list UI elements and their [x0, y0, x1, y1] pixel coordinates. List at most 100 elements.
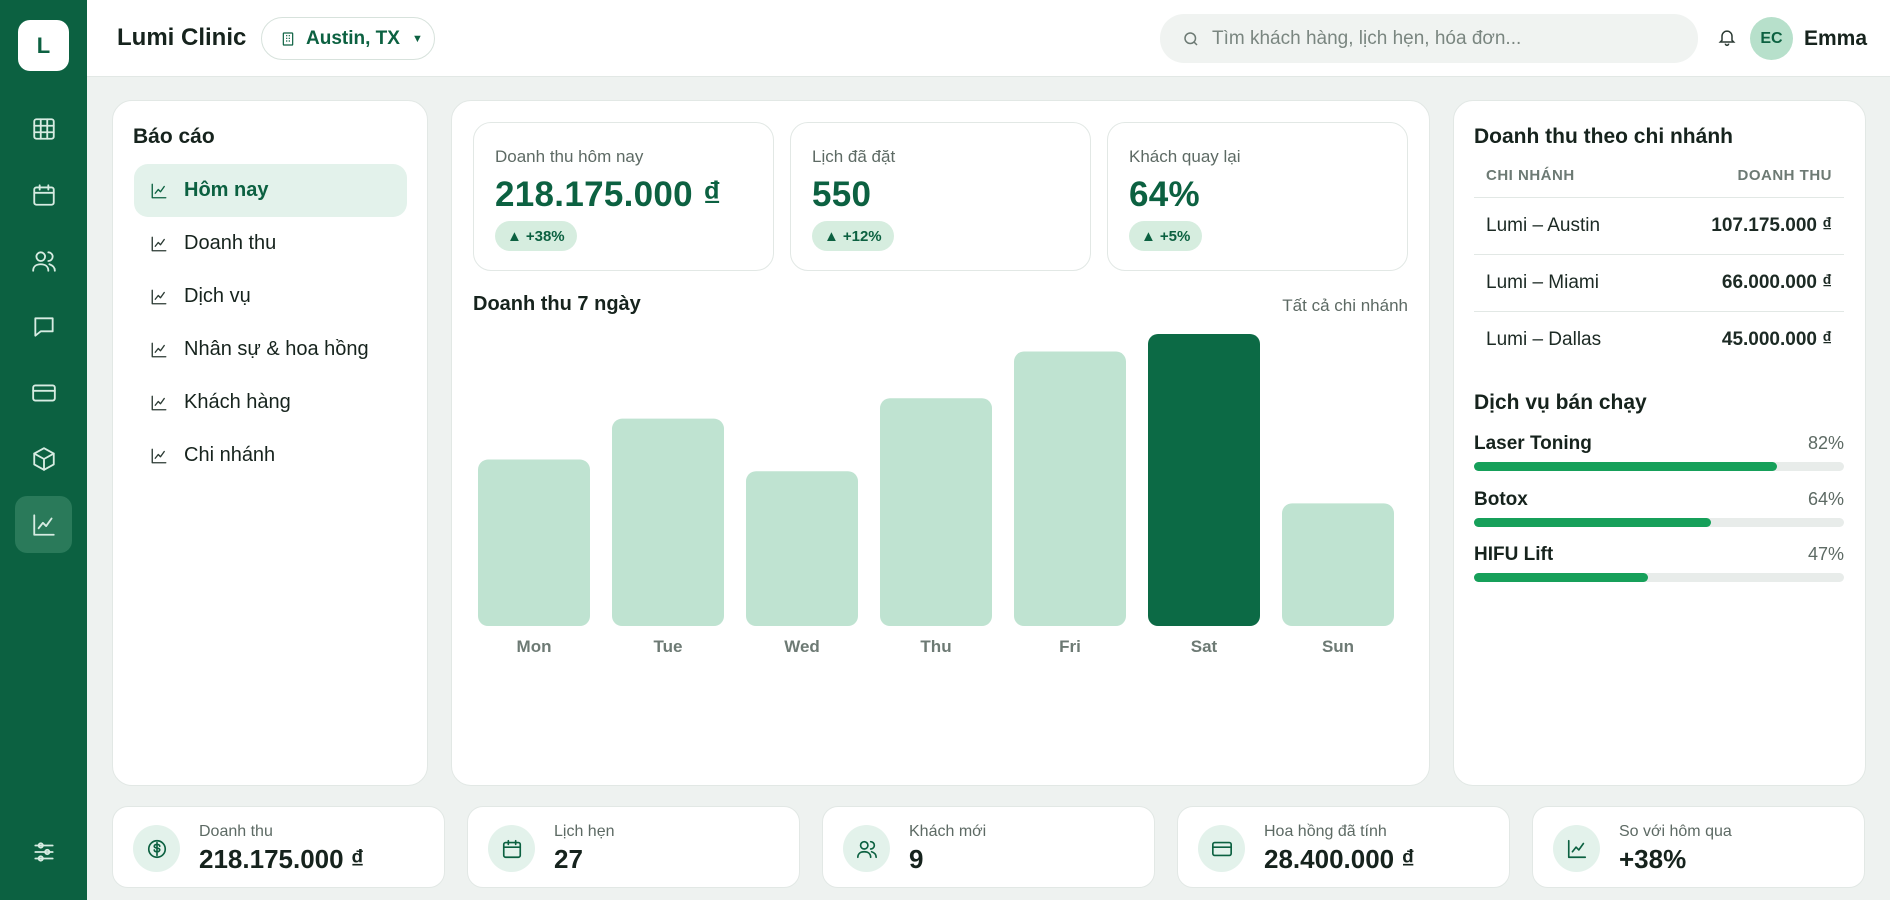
kpi-delta-badge: ▲ +12%	[812, 221, 894, 251]
chart-icon	[1567, 839, 1586, 858]
bar-mon[interactable]	[478, 459, 590, 626]
reports-panel: Báo cáo Hôm nay Doanh thu Dịch vụ Nhân s…	[112, 100, 428, 786]
chart-icon	[151, 342, 167, 357]
kpi-label: Lịch đã đặt	[812, 147, 896, 166]
report-item-label: Nhân sự & hoa hồng	[184, 338, 369, 360]
report-item-staff[interactable]: Nhân sự & hoa hồng	[134, 323, 407, 376]
table-row[interactable]: Lumi – Austin 107.175.000 ₫	[1474, 197, 1844, 254]
progress-fill	[1474, 518, 1711, 527]
branch-name: Lumi – Dallas	[1486, 329, 1602, 350]
stat-label: So với hôm qua	[1619, 823, 1732, 840]
bar-wed[interactable]	[746, 471, 858, 626]
chart-icon	[151, 448, 167, 463]
chevron-down-icon: ▼	[411, 32, 423, 45]
stat-card-revenue: Doanh thu 218.175.000 ₫	[112, 806, 445, 888]
search-input[interactable]	[1212, 27, 1672, 50]
sidebar-rail: L	[0, 0, 87, 900]
box-icon	[32, 446, 55, 471]
report-item-label: Khách hàng	[184, 391, 291, 413]
main-panel: Doanh thu hôm nay 218.175.000 ₫ ▲ +38% Lị…	[451, 100, 1430, 786]
kpi-label: Doanh thu hôm nay	[495, 147, 644, 166]
chart-icon	[151, 236, 167, 251]
kpi-card-bookings: Lịch đã đặt 550 ▲ +12%	[790, 122, 1091, 271]
service-name: Laser Toning	[1474, 433, 1592, 454]
location-label: Austin, TX	[306, 27, 400, 49]
nav-reports[interactable]	[15, 496, 72, 553]
chat-icon	[33, 316, 54, 337]
app-logo[interactable]: L	[18, 20, 69, 71]
search-box[interactable]	[1160, 14, 1698, 63]
progress-track	[1474, 573, 1844, 582]
chart-icon	[151, 183, 167, 198]
chart-branch-filter[interactable]: Tất cả chi nhánh	[1282, 296, 1408, 315]
service-item: Botox 64%	[1474, 489, 1844, 527]
reports-title: Báo cáo	[133, 125, 215, 148]
nav-inventory[interactable]	[15, 430, 72, 487]
user-name[interactable]: Emma	[1804, 27, 1868, 50]
stat-value: 28.400.000 ₫	[1264, 844, 1415, 874]
notifications-button[interactable]	[1717, 27, 1739, 49]
service-percent: 82%	[1807, 433, 1844, 453]
avatar[interactable]: EC	[1750, 17, 1793, 60]
x-tick-label: Fri	[1059, 637, 1081, 656]
top-services-title: Dịch vụ bán chạy	[1474, 391, 1647, 414]
stat-card-vs-yesterday: So với hôm qua +38%	[1532, 806, 1865, 888]
x-tick-label: Mon	[517, 637, 552, 656]
location-selector[interactable]: Austin, TX ▼	[261, 17, 435, 60]
nav-calendar[interactable]	[15, 166, 72, 223]
calendar-icon	[32, 183, 55, 206]
chart-icon	[151, 395, 167, 410]
building-icon	[282, 31, 294, 46]
nav-customers[interactable]	[15, 232, 72, 289]
nav-payments[interactable]	[15, 364, 72, 421]
bar-fri[interactable]	[1014, 351, 1126, 626]
bar-sat[interactable]	[1148, 334, 1260, 626]
kpi-delta: +38%	[525, 227, 565, 245]
table-row[interactable]: Lumi – Miami 66.000.000 ₫	[1474, 254, 1844, 311]
stat-value: 218.175.000 ₫	[199, 844, 365, 874]
col-revenue-header: DOANH THU	[1737, 167, 1832, 184]
report-item-branches[interactable]: Chi nhánh	[134, 429, 407, 482]
x-tick-label: Sat	[1191, 637, 1218, 656]
users-icon	[856, 840, 877, 858]
nav-dashboard[interactable]	[15, 100, 72, 157]
search-icon	[1184, 31, 1198, 46]
report-item-label: Dịch vụ	[184, 285, 251, 307]
service-name: HIFU Lift	[1474, 544, 1554, 565]
bar-tue[interactable]	[612, 418, 724, 626]
report-item-customers[interactable]: Khách hàng	[134, 376, 407, 429]
report-item-label: Chi nhánh	[184, 444, 276, 466]
stat-label: Doanh thu	[199, 823, 273, 840]
brand-name: Lumi Clinic	[117, 24, 247, 51]
report-item-revenue[interactable]: Doanh thu	[134, 217, 407, 270]
stat-card-appointments: Lịch hẹn 27	[467, 806, 800, 888]
branch-revenue-title: Doanh thu theo chi nhánh	[1474, 125, 1733, 148]
dollar-icon	[147, 839, 166, 858]
triangle-up-icon: ▲	[1141, 227, 1156, 245]
kpi-delta-badge: ▲ +5%	[1129, 221, 1203, 251]
bar-sun[interactable]	[1282, 503, 1394, 626]
triangle-up-icon: ▲	[824, 227, 839, 245]
report-item-label: Doanh thu	[184, 232, 277, 254]
nav-messages[interactable]	[15, 298, 72, 355]
kpi-card-returning: Khách quay lại 64% ▲ +5%	[1107, 122, 1408, 271]
branch-revenue: 107.175.000 ₫	[1711, 215, 1832, 236]
col-branch-header: CHI NHÁNH	[1486, 167, 1575, 184]
stat-card-commission: Hoa hồng đã tính 28.400.000 ₫	[1177, 806, 1510, 888]
kpi-value: 64%	[1129, 175, 1200, 214]
stat-label: Khách mới	[909, 823, 987, 840]
kpi-delta-badge: ▲ +38%	[495, 221, 577, 251]
stat-card-new-customers: Khách mới 9	[822, 806, 1155, 888]
kpi-value: 550	[812, 175, 872, 214]
nav-settings[interactable]	[15, 823, 72, 880]
stat-label: Hoa hồng đã tính	[1264, 823, 1387, 840]
stat-value: 9	[909, 844, 924, 874]
report-item-today[interactable]: Hôm nay	[134, 164, 407, 217]
report-item-services[interactable]: Dịch vụ	[134, 270, 407, 323]
branch-name: Lumi – Miami	[1486, 272, 1599, 293]
stat-value: 27	[554, 844, 583, 874]
table-row[interactable]: Lumi – Dallas 45.000.000 ₫	[1474, 311, 1844, 368]
card-icon	[1211, 841, 1232, 856]
bar-thu[interactable]	[880, 398, 992, 626]
branch-name: Lumi – Austin	[1486, 215, 1601, 236]
